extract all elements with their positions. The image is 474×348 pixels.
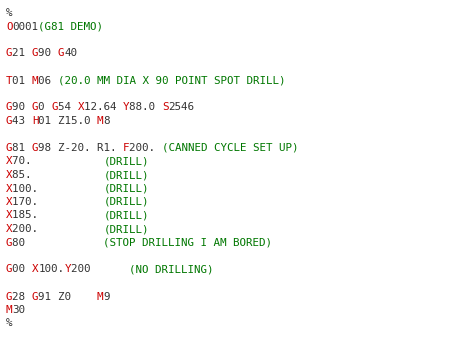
Text: T: T: [6, 76, 12, 86]
Text: (DRILL): (DRILL): [103, 197, 149, 207]
Text: Z-20. R1.: Z-20. R1.: [58, 143, 123, 153]
Text: 30: 30: [12, 305, 26, 315]
Text: 0: 0: [38, 103, 52, 112]
Text: 98: 98: [38, 143, 58, 153]
Text: M: M: [32, 76, 38, 86]
Text: %: %: [6, 318, 12, 329]
Text: Y: Y: [64, 264, 71, 275]
Text: 54: 54: [58, 103, 78, 112]
Text: S: S: [162, 103, 168, 112]
Text: 88.0: 88.0: [129, 103, 162, 112]
Text: X: X: [6, 211, 12, 221]
Text: 100.: 100.: [38, 264, 64, 275]
Text: X: X: [6, 224, 12, 234]
Text: 06: 06: [38, 76, 58, 86]
Text: F: F: [123, 143, 129, 153]
Text: G: G: [32, 292, 38, 301]
Text: G: G: [6, 116, 12, 126]
Text: G: G: [6, 143, 12, 153]
Text: 2546: 2546: [168, 103, 194, 112]
Text: (DRILL): (DRILL): [103, 224, 149, 234]
Text: M: M: [84, 292, 103, 301]
Text: G: G: [6, 292, 12, 301]
Text: %: %: [6, 8, 12, 18]
Text: Z0: Z0: [58, 292, 84, 301]
Text: X: X: [6, 197, 12, 207]
Text: G: G: [58, 48, 64, 58]
Text: 200: 200: [71, 264, 117, 275]
Text: X: X: [6, 170, 12, 180]
Text: 200.: 200.: [129, 143, 162, 153]
Text: G: G: [52, 103, 58, 112]
Text: 21: 21: [12, 48, 32, 58]
Text: H: H: [32, 116, 38, 126]
Text: 91: 91: [38, 292, 58, 301]
Text: 185.: 185.: [12, 211, 103, 221]
Text: G: G: [6, 264, 12, 275]
Text: X: X: [6, 183, 12, 193]
Text: (STOP DRILLING I AM BORED): (STOP DRILLING I AM BORED): [103, 237, 273, 247]
Text: 40: 40: [64, 48, 78, 58]
Text: 8: 8: [103, 116, 110, 126]
Text: (20.0 MM DIA X 90 POINT SPOT DRILL): (20.0 MM DIA X 90 POINT SPOT DRILL): [58, 76, 285, 86]
Text: X: X: [6, 157, 12, 166]
Text: 90: 90: [12, 103, 32, 112]
Text: G: G: [6, 48, 12, 58]
Text: 28: 28: [12, 292, 32, 301]
Text: Z15.0: Z15.0: [58, 116, 97, 126]
Text: 200.: 200.: [12, 224, 103, 234]
Text: O: O: [6, 22, 12, 32]
Text: G: G: [6, 103, 12, 112]
Text: 90: 90: [38, 48, 58, 58]
Text: (NO DRILLING): (NO DRILLING): [117, 264, 214, 275]
Text: 00: 00: [12, 264, 32, 275]
Text: (G81 DEMO): (G81 DEMO): [38, 22, 103, 32]
Text: 81: 81: [12, 143, 32, 153]
Text: G: G: [32, 103, 38, 112]
Text: M: M: [97, 116, 103, 126]
Text: 70.: 70.: [12, 157, 103, 166]
Text: (DRILL): (DRILL): [103, 170, 149, 180]
Text: 12.64: 12.64: [84, 103, 123, 112]
Text: G: G: [6, 237, 12, 247]
Text: 9: 9: [103, 292, 110, 301]
Text: G: G: [32, 48, 38, 58]
Text: X: X: [32, 264, 38, 275]
Text: 80: 80: [12, 237, 103, 247]
Text: 0001: 0001: [12, 22, 38, 32]
Text: G: G: [32, 143, 38, 153]
Text: M: M: [6, 305, 12, 315]
Text: 100.: 100.: [12, 183, 103, 193]
Text: 01: 01: [38, 116, 58, 126]
Text: 43: 43: [12, 116, 32, 126]
Text: 85.: 85.: [12, 170, 103, 180]
Text: (DRILL): (DRILL): [103, 211, 149, 221]
Text: (DRILL): (DRILL): [103, 183, 149, 193]
Text: (DRILL): (DRILL): [103, 157, 149, 166]
Text: Y: Y: [123, 103, 129, 112]
Text: X: X: [78, 103, 84, 112]
Text: 01: 01: [12, 76, 32, 86]
Text: (CANNED CYCLE SET UP): (CANNED CYCLE SET UP): [162, 143, 299, 153]
Text: 170.: 170.: [12, 197, 103, 207]
